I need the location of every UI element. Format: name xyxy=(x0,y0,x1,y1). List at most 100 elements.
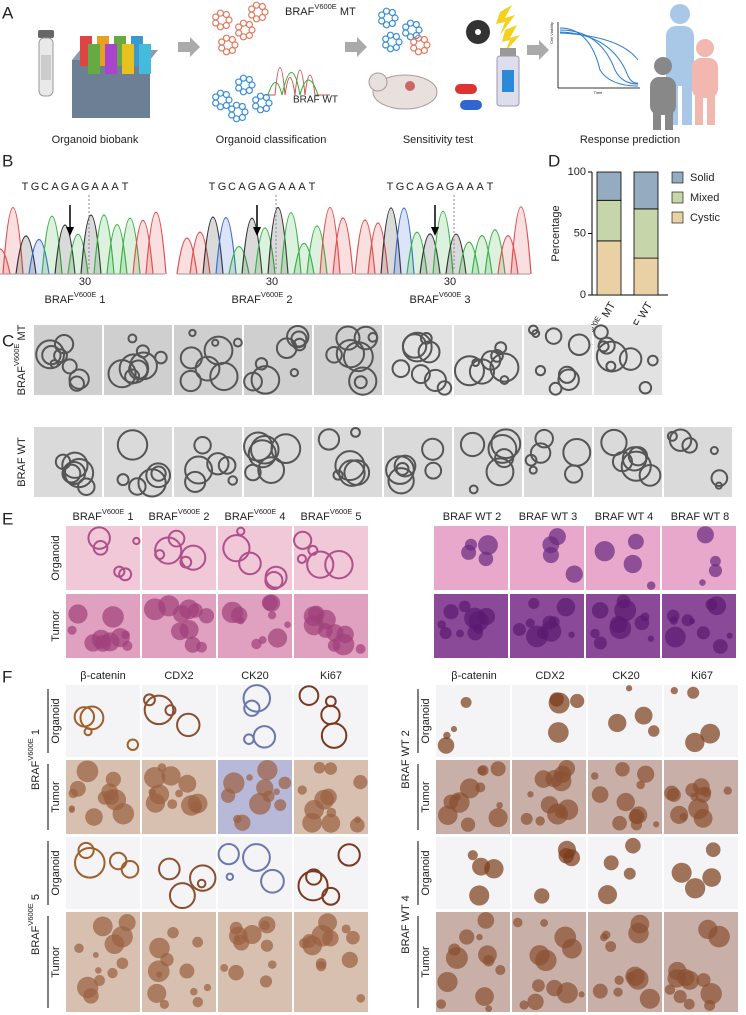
micrograph-structure xyxy=(260,868,285,894)
micrograph-structure xyxy=(161,766,181,786)
micrograph-structure xyxy=(332,469,344,481)
organoid-icon xyxy=(402,29,410,37)
micrograph-structure xyxy=(598,885,618,905)
micrograph-structure xyxy=(478,551,494,567)
micrograph-structure xyxy=(628,922,649,944)
group-label-part: BRAF xyxy=(30,760,42,790)
micrograph-structure xyxy=(540,919,549,927)
micrograph-structure xyxy=(707,596,727,616)
base-letter: G xyxy=(396,181,405,193)
column-label-part: 2 xyxy=(200,511,209,523)
micrograph-structure xyxy=(637,765,655,783)
micrograph-structure xyxy=(337,843,361,867)
organoid-icon xyxy=(382,35,390,43)
organoid-icon xyxy=(420,35,428,44)
micrograph-structure xyxy=(225,872,235,882)
micrograph-structure xyxy=(68,604,88,624)
micrograph-structure xyxy=(513,917,523,928)
micrograph-structure xyxy=(353,325,379,351)
micrograph-structure xyxy=(485,457,515,487)
bar-segment xyxy=(596,240,622,296)
column-label-sup: V600E xyxy=(330,507,352,516)
micrograph-structure xyxy=(459,929,475,945)
panel-a-art xyxy=(38,4,718,130)
organoid-icon xyxy=(248,5,256,13)
organoid-icon xyxy=(241,108,249,116)
micrograph-structure xyxy=(217,456,237,475)
micrograph-structure xyxy=(423,368,448,393)
micrograph-structure xyxy=(688,798,709,820)
organoid-icon xyxy=(252,15,261,23)
micrograph-structure xyxy=(196,878,207,889)
micrograph-structure xyxy=(666,787,681,802)
organoid-icon xyxy=(252,102,260,110)
chromatogram-peak xyxy=(106,223,128,275)
micrograph-structure xyxy=(593,636,607,650)
organoid-icon xyxy=(414,48,423,56)
micrograph-structure xyxy=(688,618,696,625)
micrograph-structure xyxy=(477,912,495,929)
micrograph-structure xyxy=(67,625,77,635)
base-letter: G xyxy=(426,181,435,193)
micrograph-structure xyxy=(436,999,447,1009)
micrograph-structure xyxy=(401,331,433,363)
chromatogram-peak xyxy=(458,241,480,275)
micrograph-structure xyxy=(437,971,458,992)
micrograph-structure xyxy=(116,957,129,970)
micrograph-structure xyxy=(477,765,489,776)
micrograph-structure xyxy=(608,713,627,733)
micrograph-structure xyxy=(639,988,660,1009)
micrograph-structure xyxy=(158,857,181,881)
micrograph-structure xyxy=(664,984,676,995)
position-label: 30 xyxy=(266,276,278,288)
step-label: Sensitivity test xyxy=(403,134,473,146)
micrograph-structure xyxy=(154,549,166,561)
micrograph-structure xyxy=(179,963,195,979)
base-letter: G xyxy=(268,181,277,193)
mt-label-part: BRAF xyxy=(285,6,315,18)
micrograph-structure xyxy=(298,685,320,706)
micrograph-structure xyxy=(100,632,120,652)
micrograph-structure xyxy=(417,340,441,364)
base-letter: C xyxy=(41,181,49,193)
micrograph-structure xyxy=(535,816,545,826)
organoid-icon xyxy=(256,92,265,100)
mt-label-sup: V600E xyxy=(314,2,336,11)
micrograph-structure xyxy=(527,791,534,798)
micrograph-structure xyxy=(546,979,563,997)
micrograph-structure xyxy=(527,993,544,1010)
micrograph-structure xyxy=(495,964,506,976)
micrograph-structure xyxy=(237,616,245,625)
micrograph-structure xyxy=(68,788,78,799)
panel-label: B xyxy=(2,151,13,170)
micrograph-structure xyxy=(167,529,186,548)
base-letter: T xyxy=(122,181,129,193)
column-label: β-catenin xyxy=(451,670,496,682)
micrograph-structure xyxy=(547,722,569,743)
organoid-icon xyxy=(239,19,248,27)
micrograph-structure xyxy=(233,934,250,951)
micrograph-structure xyxy=(76,760,99,783)
organoid-icon xyxy=(378,17,386,25)
micrograph-structure xyxy=(68,805,75,812)
micrograph-structure xyxy=(554,926,577,949)
organoid-icon xyxy=(228,111,236,119)
organoid-icon xyxy=(258,2,266,11)
micrograph-structure xyxy=(262,790,275,803)
micrograph-structure xyxy=(590,628,600,639)
organoid-icon xyxy=(212,93,220,101)
row-label: Tumor xyxy=(50,781,62,813)
micrograph-structure xyxy=(556,597,576,617)
organoid-icon xyxy=(225,16,233,24)
micrograph-structure xyxy=(116,473,130,487)
micrograph-structure xyxy=(228,964,244,981)
micrograph-structure xyxy=(68,368,90,390)
micrograph-structure xyxy=(685,732,705,753)
micrograph-structure xyxy=(74,943,84,954)
micrograph-structure xyxy=(73,846,106,879)
micrograph-structure xyxy=(126,738,140,751)
arrow-head xyxy=(253,227,261,236)
micrograph-structure xyxy=(490,349,504,363)
micrograph-structure xyxy=(335,339,366,369)
row-label: Organoid xyxy=(420,850,432,895)
